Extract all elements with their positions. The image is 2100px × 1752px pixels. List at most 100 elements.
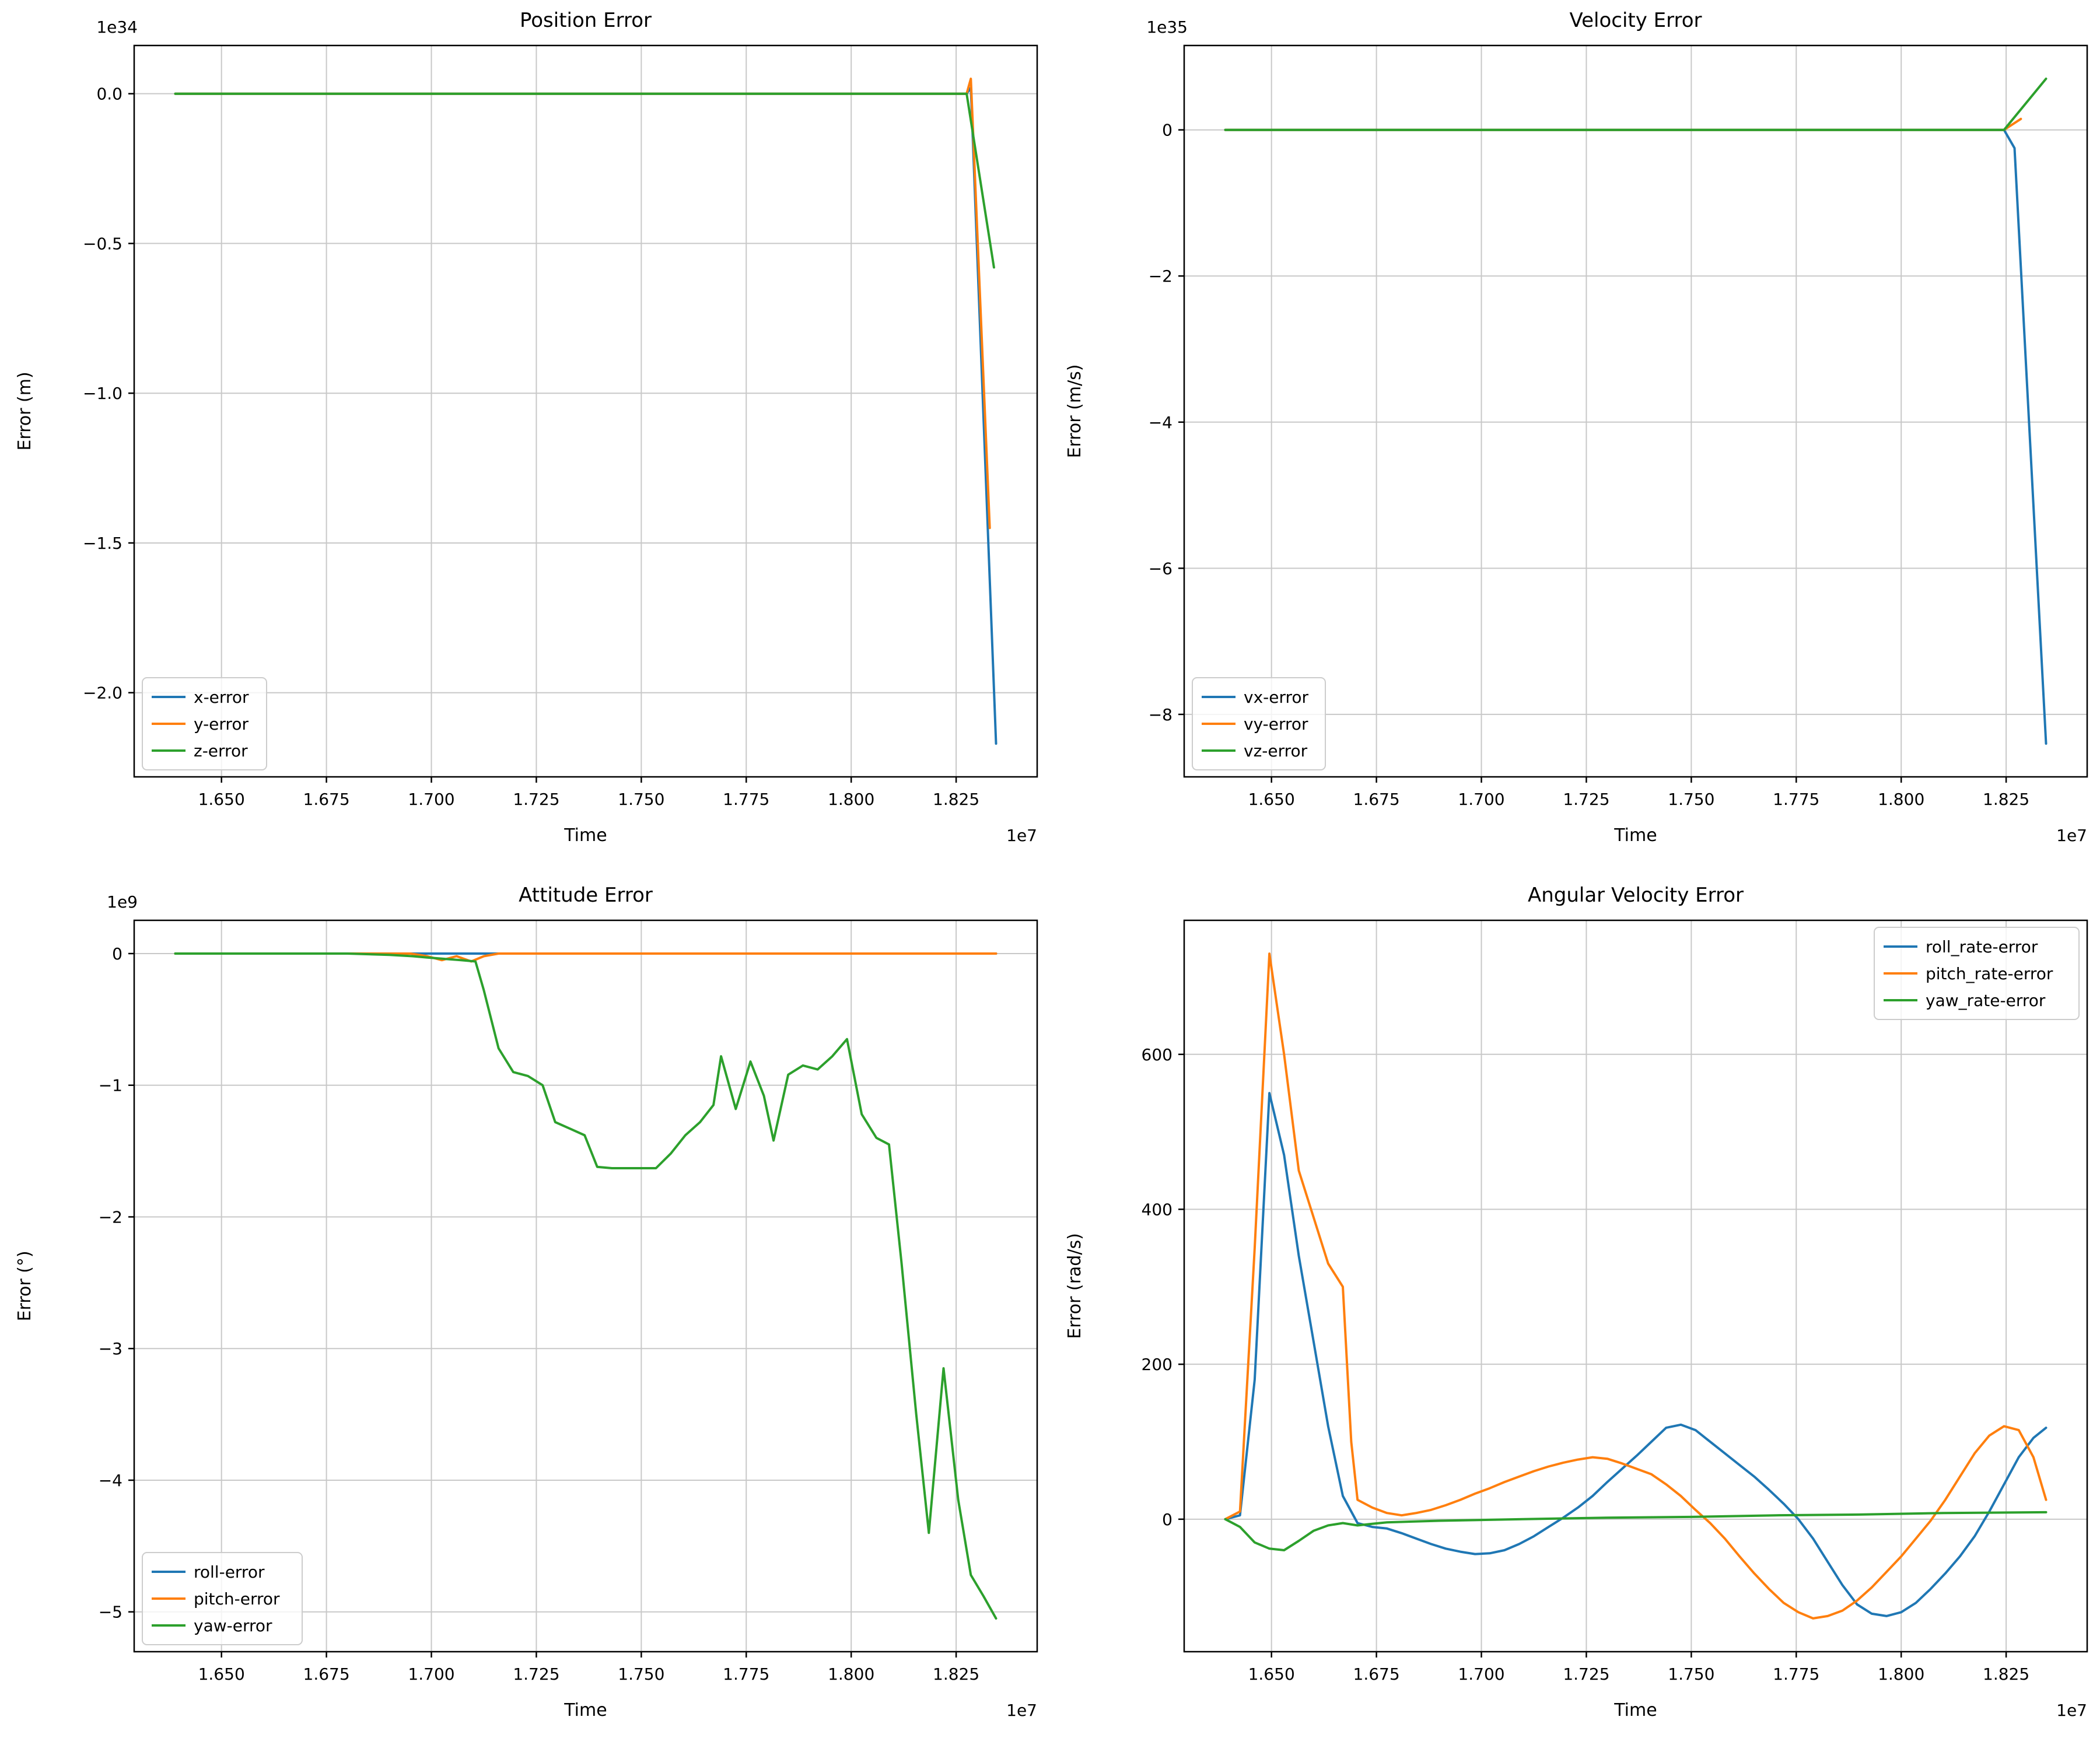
legend-label-roll-error: roll-error: [194, 1562, 265, 1582]
y-tick-label: 0: [112, 944, 123, 963]
y-tick-label: 600: [1142, 1045, 1172, 1064]
x-tick-label: 1.800: [1878, 790, 1924, 809]
y-tick-label: −2.0: [83, 684, 123, 703]
axes-spines: [133, 44, 1038, 778]
legend-label-vx-error: vx-error: [1244, 688, 1309, 707]
legend-label-pitch-error: pitch-error: [194, 1589, 280, 1609]
y-tick-label: 400: [1142, 1200, 1172, 1219]
y-tick-label: −1.5: [83, 534, 123, 553]
y-axis-label: Error (rad/s): [1065, 1233, 1085, 1339]
series-line-z-error: [174, 92, 995, 269]
y-tick-label: −5: [99, 1603, 123, 1622]
x-tick-label: 1.775: [723, 1665, 769, 1684]
legend-label-x-error: x-error: [194, 688, 249, 707]
x-tick-label: 1.675: [1353, 790, 1400, 809]
x-tick-label: 1.750: [1668, 790, 1714, 809]
x-axis-label: Time: [1614, 825, 1657, 846]
legend-label-yaw_rate-error: yaw_rate-error: [1926, 991, 2046, 1010]
series-line-pitch_rate-error: [1224, 952, 2048, 1620]
x-tick-label: 1.725: [1563, 1665, 1609, 1684]
y-tick-label: −0.5: [83, 234, 123, 253]
x-tick-label: 1.675: [303, 790, 350, 809]
series-line-y-error: [174, 78, 991, 530]
y-offset-label: 1e34: [96, 17, 138, 37]
x-offset-label: 1e7: [1006, 1701, 1037, 1720]
x-tick-label: 1.725: [513, 790, 559, 809]
plot-position-error: 1.650 1.675 1.700 1.725 1.750 1.775 1.800 1.825…: [15, 9, 1038, 846]
chart-title: Angular Velocity Error: [1528, 884, 1744, 907]
chart-velocity-error: 1.650 1.675 1.700 1.725 1.750 1.775 1.800 1.825…: [1050, 0, 2100, 875]
x-tick-label: 1.825: [1983, 1665, 2029, 1684]
chart-title: Attitude Error: [519, 884, 653, 907]
chart-position-error: 1.650 1.675 1.700 1.725 1.750 1.775 1.800 1.825…: [0, 0, 1050, 875]
x-tick-label: 1.775: [1773, 1665, 1819, 1684]
series-line-yaw-error: [174, 952, 998, 1620]
x-offset-label: 1e7: [2056, 826, 2087, 845]
series-line-yaw_rate-error: [1224, 1511, 2048, 1551]
x-tick-label: 1.650: [198, 1665, 245, 1684]
x-tick-label: 1.700: [408, 1665, 454, 1684]
x-tick-label: 1.675: [1353, 1665, 1400, 1684]
y-offset-label: 1e9: [107, 892, 138, 912]
x-axis-label: Time: [1614, 1700, 1657, 1721]
series-line-pitch-error: [174, 952, 998, 963]
y-axis-label: Error (m/s): [1065, 364, 1085, 458]
plot-attitude-error: 1.650 1.675 1.700 1.725 1.750 1.775 1.800 1.825…: [15, 884, 1038, 1721]
legend-label-vy-error: vy-error: [1244, 714, 1308, 734]
x-tick-label: 1.775: [1773, 790, 1819, 809]
x-tick-label: 1.825: [933, 1665, 979, 1684]
plot-angular-velocity-error: 1.650 1.675 1.700 1.725 1.750 1.775 1.800 1.825…: [1065, 884, 2088, 1721]
y-tick-label: −2: [1149, 267, 1172, 286]
chart-title: Position Error: [520, 9, 652, 32]
x-tick-label: 1.675: [303, 1665, 350, 1684]
x-tick-label: 1.750: [618, 790, 664, 809]
x-tick-label: 1.800: [828, 790, 874, 809]
legend-label-roll_rate-error: roll_rate-error: [1926, 937, 2038, 956]
x-tick-label: 1.825: [1983, 790, 2029, 809]
chart-attitude-error: 1.650 1.675 1.700 1.725 1.750 1.775 1.800 1.825…: [0, 875, 1050, 1750]
legend-box: [1874, 927, 2080, 1020]
legend-label-pitch_rate-error: pitch_rate-error: [1926, 964, 2053, 983]
series-line-roll_rate-error: [1224, 1092, 2048, 1617]
x-tick-label: 1.650: [1248, 1665, 1295, 1684]
x-offset-label: 1e7: [1006, 826, 1037, 845]
plot-velocity-error: 1.650 1.675 1.700 1.725 1.750 1.775 1.800 1.825…: [1065, 9, 2088, 846]
legend-label-yaw-error: yaw-error: [194, 1616, 272, 1635]
x-tick-label: 1.650: [198, 790, 245, 809]
x-axis-label: Time: [564, 1700, 607, 1721]
x-tick-label: 1.825: [933, 790, 979, 809]
y-tick-label: 0: [1162, 1510, 1172, 1529]
y-tick-label: −4: [99, 1471, 123, 1490]
x-tick-label: 1.700: [408, 790, 454, 809]
y-tick-label: −4: [1149, 413, 1172, 432]
x-tick-label: 1.775: [723, 790, 769, 809]
y-tick-label: −8: [1149, 705, 1172, 724]
y-tick-label: 0: [1162, 121, 1172, 140]
series-line-vz-error: [1224, 78, 2048, 131]
y-tick-label: 0.0: [96, 85, 123, 104]
x-tick-label: 1.700: [1458, 790, 1504, 809]
x-tick-label: 1.750: [1668, 1665, 1714, 1684]
y-offset-label: 1e35: [1146, 17, 1188, 37]
y-tick-label: −3: [99, 1339, 123, 1358]
x-tick-label: 1.650: [1248, 790, 1295, 809]
chart-title: Velocity Error: [1569, 9, 1702, 32]
x-tick-label: 1.700: [1458, 1665, 1504, 1684]
axes-spines: [133, 919, 1038, 1653]
y-axis-label: Error (m): [15, 372, 35, 450]
x-offset-label: 1e7: [2056, 1701, 2087, 1720]
chart-angular-velocity-error: 1.650 1.675 1.700 1.725 1.750 1.775 1.800 1.825…: [1050, 875, 2100, 1750]
y-tick-label: −1: [99, 1076, 123, 1095]
legend-box: [142, 1552, 303, 1645]
x-tick-label: 1.800: [1878, 1665, 1924, 1684]
axes-spines: [1183, 44, 2088, 778]
series-line-x-error: [174, 86, 998, 745]
axes-spines: [1183, 919, 2088, 1653]
y-tick-label: −1.0: [83, 384, 123, 403]
x-tick-label: 1.750: [618, 1665, 664, 1684]
x-tick-label: 1.800: [828, 1665, 874, 1684]
legend-label-y-error: y-error: [194, 714, 249, 734]
legend-label-vz-error: vz-error: [1244, 741, 1308, 761]
x-axis-label: Time: [564, 825, 607, 846]
